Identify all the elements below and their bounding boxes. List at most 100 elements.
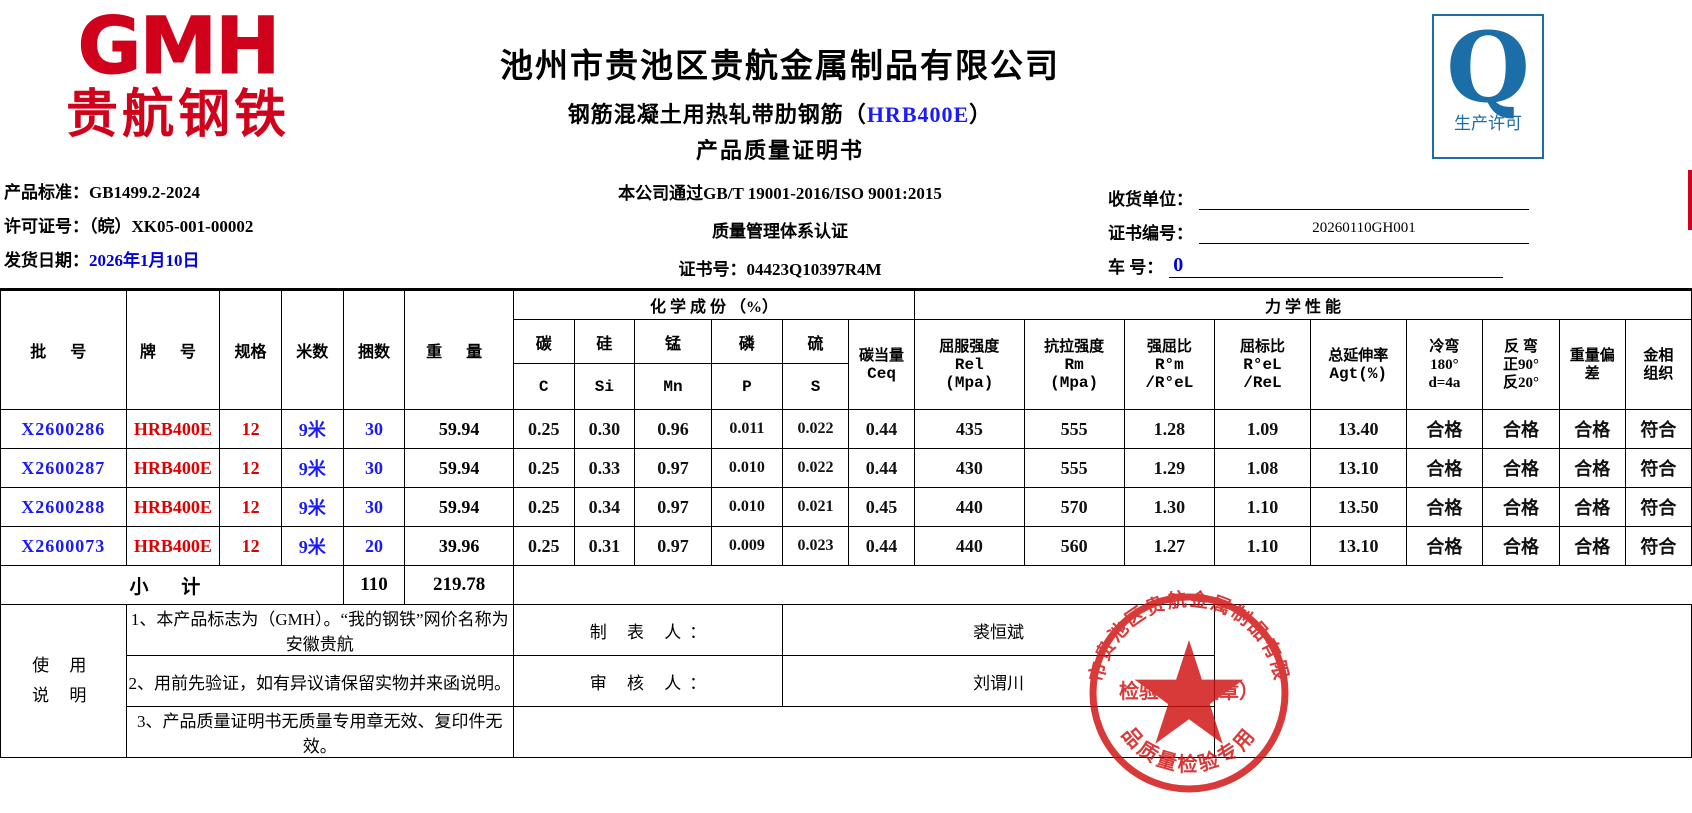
receiver-field[interactable] [1199, 186, 1529, 210]
cell-cold-bend: 合格 [1405, 487, 1484, 527]
cell-strength-ratio: 1.30 [1123, 487, 1216, 527]
page-edge-marker [1688, 170, 1692, 230]
col-header-length: 米数 [280, 289, 344, 410]
col-header-bundles: 捆数 [342, 289, 406, 410]
cell-bundles: 30 [342, 409, 406, 449]
usage-note-1: 1、本产品标志为（GMH）。“我的钢铁”网价名称为安徽贵航 [125, 604, 514, 656]
col-header-reverse-bend: 反 弯 正90° 反20° [1482, 319, 1560, 410]
company-name: 池州市贵池区贵航金属制品有限公司 [500, 49, 1060, 85]
cell-weight: 39.96 [404, 526, 514, 566]
stamp-area [1214, 604, 1692, 758]
cell-elongation: 13.10 [1309, 526, 1407, 566]
col-header-cold-bend: 冷弯 180° d=4a [1405, 319, 1484, 410]
usage-note-2: 2、用前先验证，如有异议请保留实物并来函说明。 [125, 655, 514, 707]
usage-note-3: 3、产品质量证明书无质量专用章无效、复印件无效。 [125, 706, 514, 758]
cell-strength-ratio: 1.27 [1123, 526, 1216, 566]
cell-tensile-strength: 570 [1023, 487, 1125, 527]
cell-lot: X2600073 [0, 526, 127, 566]
cell-weight-deviation: 合格 [1558, 487, 1626, 527]
cell-s: 0.022 [782, 448, 850, 488]
subtotal-row: 小 计 110 219.78 [0, 565, 1692, 605]
product-standard-value: GB1499.2-2024 [89, 183, 200, 202]
product-subtitle: 钢筋混凝土用热轧带肋钢筋（HRB400E） [420, 97, 1140, 129]
ship-date-value: 2026年1月10日 [89, 251, 200, 270]
document-header: GMH 贵航钢铁 产品标准：GB1499.2-2024 许可证号：（皖）XK05… [0, 0, 1692, 288]
cell-yield-strength: 440 [914, 526, 1025, 566]
col-header-s-cn: 硫 [782, 319, 850, 364]
cell-p: 0.009 [710, 526, 784, 566]
cell-ceq: 0.44 [848, 409, 916, 449]
cell-elongation: 13.10 [1309, 448, 1407, 488]
cell-lot: X2600287 [0, 448, 127, 488]
cell-spec: 12 [219, 409, 282, 449]
cell-mn: 0.96 [634, 409, 712, 449]
col-header-ceq-sym: Ceq [867, 364, 896, 383]
cell-elongation: 13.50 [1309, 487, 1407, 527]
product-subtitle-suffix: ） [969, 101, 993, 127]
col-header-si-cn: 硅 [573, 319, 636, 364]
col-header-s-sym: S [782, 363, 850, 410]
col-header-si-sym: Si [573, 363, 636, 410]
table-row: X2600287 HRB400E 12 9米 30 59.94 0.25 0.3… [0, 448, 1692, 488]
cell-length: 9米 [280, 526, 344, 566]
cell-yield-strength: 435 [914, 409, 1025, 449]
document-title: 产品质量证明书 [695, 137, 864, 163]
table-subheader-row-cn: 碳 硅 锰 磷 硫 碳当量 Ceq 屈服强度 Rel (Mpa) 抗拉强度 Rm… [1, 319, 1692, 410]
vehicle-no-field[interactable]: 0 [1169, 254, 1504, 278]
col-header-mn-cn: 锰 [634, 319, 712, 364]
cert-no-row: 证书编号： 20260110GH001 [1108, 210, 1529, 244]
cell-weight-deviation: 合格 [1558, 448, 1626, 488]
product-standard-row: 产品标准：GB1499.2-2024 [4, 176, 253, 210]
product-subtitle-prefix: 钢筋混凝土用热轧带肋钢筋（ [567, 101, 867, 127]
col-header-c-sym: C [512, 363, 575, 410]
reviewer-name: 刘谓川 [782, 655, 1216, 707]
license-no-label: 许可证号： [4, 217, 89, 236]
group-header-chemical: 化 学 成 份 （%） [512, 289, 916, 320]
logo-chinese-text: 贵航钢铁 [65, 85, 290, 146]
cell-ceq: 0.45 [848, 487, 916, 527]
cell-yield-ratio: 1.09 [1214, 409, 1311, 449]
cell-si: 0.33 [573, 448, 636, 488]
col-header-p-cn: 磷 [710, 319, 784, 364]
col-header-elongation: 总延伸率 Agt(%) [1309, 319, 1407, 410]
cell-grade: HRB400E [125, 448, 221, 488]
cell-p: 0.011 [710, 409, 784, 449]
ship-date-row: 发货日期：2026年1月10日 [4, 244, 253, 278]
cell-yield-strength: 430 [914, 448, 1025, 488]
col-header-grade: 牌 号 [125, 289, 221, 410]
quality-data-table: 批 号 牌 号 规格 米数 捆数 重 量 化 学 成 份 （%） 力 学 性 能… [0, 288, 1692, 758]
logo-latin-text: GMH [77, 2, 281, 92]
cell-ceq: 0.44 [848, 526, 916, 566]
cell-length: 9米 [280, 448, 344, 488]
company-logo: GMH 贵航钢铁 [28, 2, 328, 146]
vehicle-no-label: 车 号： [1108, 258, 1164, 277]
iso-line-1: 本公司通过GB/T 19001-2016/ISO 9001:2015 [618, 183, 942, 203]
cell-grade: HRB400E [125, 409, 221, 449]
vehicle-no-value: 0 [1173, 254, 1184, 276]
cell-elongation: 13.40 [1309, 409, 1407, 449]
subtotal-empty [512, 565, 1692, 605]
cell-weight-deviation: 合格 [1558, 409, 1626, 449]
ship-date-label: 发货日期： [4, 251, 89, 270]
cell-bundles: 30 [342, 487, 406, 527]
col-header-spec: 规格 [219, 289, 282, 410]
cell-yield-ratio: 1.10 [1214, 487, 1311, 527]
iso-line-3: 证书号：04423Q10397R4M [678, 259, 882, 279]
table-row: X2600288 HRB400E 12 9米 30 59.94 0.25 0.3… [0, 487, 1692, 527]
cell-bundles: 30 [342, 448, 406, 488]
cell-weight-deviation: 合格 [1558, 526, 1626, 566]
right-metadata: 收货单位： 证书编号： 20260110GH001 车 号： 0 [1108, 176, 1529, 278]
license-no-value: （皖）XK05-001-00002 [89, 217, 254, 236]
cell-reverse-bend: 合格 [1482, 487, 1560, 527]
cell-length: 9米 [280, 487, 344, 527]
cell-lot: X2600286 [0, 409, 127, 449]
cert-no-label: 证书编号： [1108, 224, 1193, 243]
cell-metallography: 符合 [1624, 409, 1692, 449]
cell-reverse-bend: 合格 [1482, 409, 1560, 449]
cell-mn: 0.97 [634, 487, 712, 527]
cell-c: 0.25 [512, 526, 575, 566]
cell-cold-bend: 合格 [1405, 409, 1484, 449]
table-row: X2600286 HRB400E 12 9米 30 59.94 0.25 0.3… [0, 409, 1692, 449]
cert-no-field[interactable]: 20260110GH001 [1199, 220, 1529, 244]
